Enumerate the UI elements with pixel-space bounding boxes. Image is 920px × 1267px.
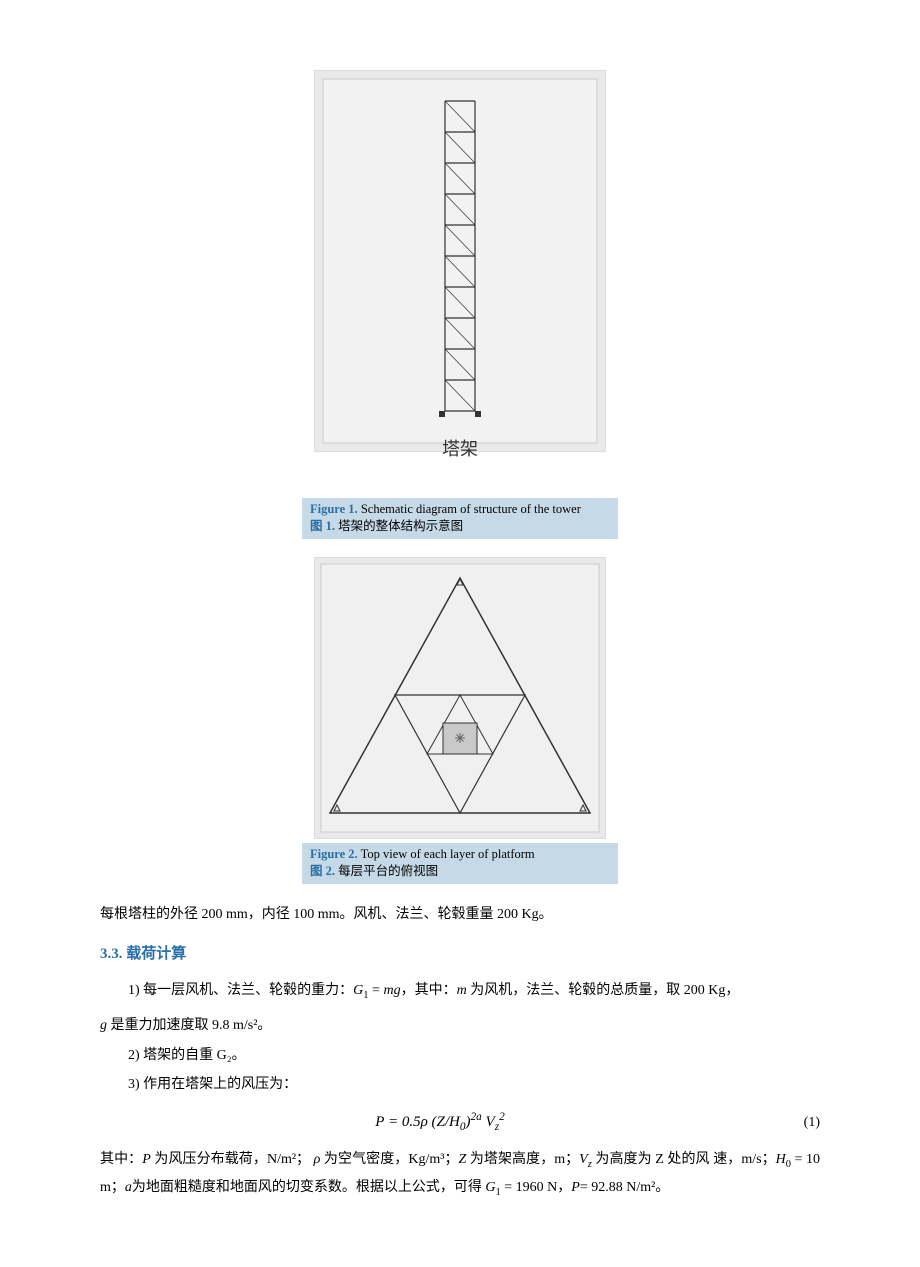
tail-Vz: Vz [579,1152,592,1167]
tail-l2c: 为地面粗糙度和地面风的切变系数。根据以上公式，可得 [132,1180,486,1195]
tail-l3: N/m²。 [626,1180,669,1195]
figure-2: Figure 2. Top view of each layer of plat… [100,557,820,884]
item-1-line2-rest: 是重力加速度取 9.8 m/s²。 [107,1018,271,1033]
equation-1-number: (1) [780,1110,820,1135]
item-1-g: g [100,1018,107,1033]
item-1-m: m [457,983,467,998]
item-2: 2) 塔架的自重 G₂。 [100,1043,820,1068]
figure-1-inner-label: 塔架 [314,433,606,465]
section-3-3-heading: 3.3. 载荷计算 [100,941,820,968]
figure-2-caption-cn-text: 每层平台的俯视图 [335,864,438,878]
tail-c1: 为空气密度，Kg/m³； [320,1152,458,1167]
figure-1-svg [314,70,606,452]
figure-1-caption-en-text: Schematic diagram of structure of the to… [358,502,581,516]
tail-b1: 为风压分布载荷，N/m²； [151,1152,314,1167]
tail-l2e: = 92.88 [580,1180,623,1195]
figure-1-caption: Figure 1. Schematic diagram of structure… [302,498,618,539]
figure-2-caption-en-text: Top view of each layer of platform [358,847,535,861]
equation-1-body: P = 0.5ρ (Z/H0)2a Vz2 [100,1107,780,1137]
tail-para: 其中：P 为风压分布载荷，N/m²； ρ 为空气密度，Kg/m³；Z 为塔架高度… [100,1147,820,1202]
item-3: 3) 作用在塔架上的风压为： [100,1072,820,1097]
figure-1-caption-cn-text: 塔架的整体结构示意图 [335,519,463,533]
tail-d1: 为塔架高度，m； [466,1152,579,1167]
tail-l2d: = 1960 N， [501,1180,572,1195]
tail-a1: 其中： [100,1152,142,1167]
figure-2-caption: Figure 2. Top view of each layer of plat… [302,843,618,884]
figure-1-caption-cn-label: 图 1. [310,519,335,533]
equation-1: P = 0.5ρ (Z/H0)2a Vz2 (1) [100,1107,820,1137]
item-1-line2: g 是重力加速度取 9.8 m/s²。 [100,1013,820,1038]
figure-2-caption-en-label: Figure 2. [310,847,358,861]
tail-a-var: a [125,1180,132,1195]
tail-G1: G [485,1180,495,1195]
item-1-tail: 为风机，法兰、轮毂的总质量，取 200 Kg， [467,983,740,998]
figure-1: 塔架 Figure 1. Schematic diagram of struct… [100,70,820,539]
item-1-eq-mid: = [369,983,384,998]
tail-Pe: P [571,1180,580,1195]
tail-l2a: 速，m/s； [713,1152,775,1167]
tail-e1: 为高度为 Z 处的风 [592,1152,710,1167]
item-1-G: G [353,983,363,998]
figure-1-caption-en-label: Figure 1. [310,502,358,516]
tail-P: P [142,1152,151,1167]
item-1-prefix: 1) 每一层风机、法兰、轮毂的重力： [128,983,353,998]
item-1-mg: mg [383,983,400,998]
figure-2-caption-cn-label: 图 2. [310,864,335,878]
item-1: 1) 每一层风机、法兰、轮毂的重力：G1 = mg，其中：m 为风机，法兰、轮毂… [100,978,820,1006]
item-1-after: ，其中： [401,983,457,998]
intro-line: 每根塔柱的外径 200 mm，内径 100 mm。风机、法兰、轮毂重量 200 … [100,902,820,927]
figure-2-svg [314,557,606,839]
tail-H0: H [776,1152,786,1167]
